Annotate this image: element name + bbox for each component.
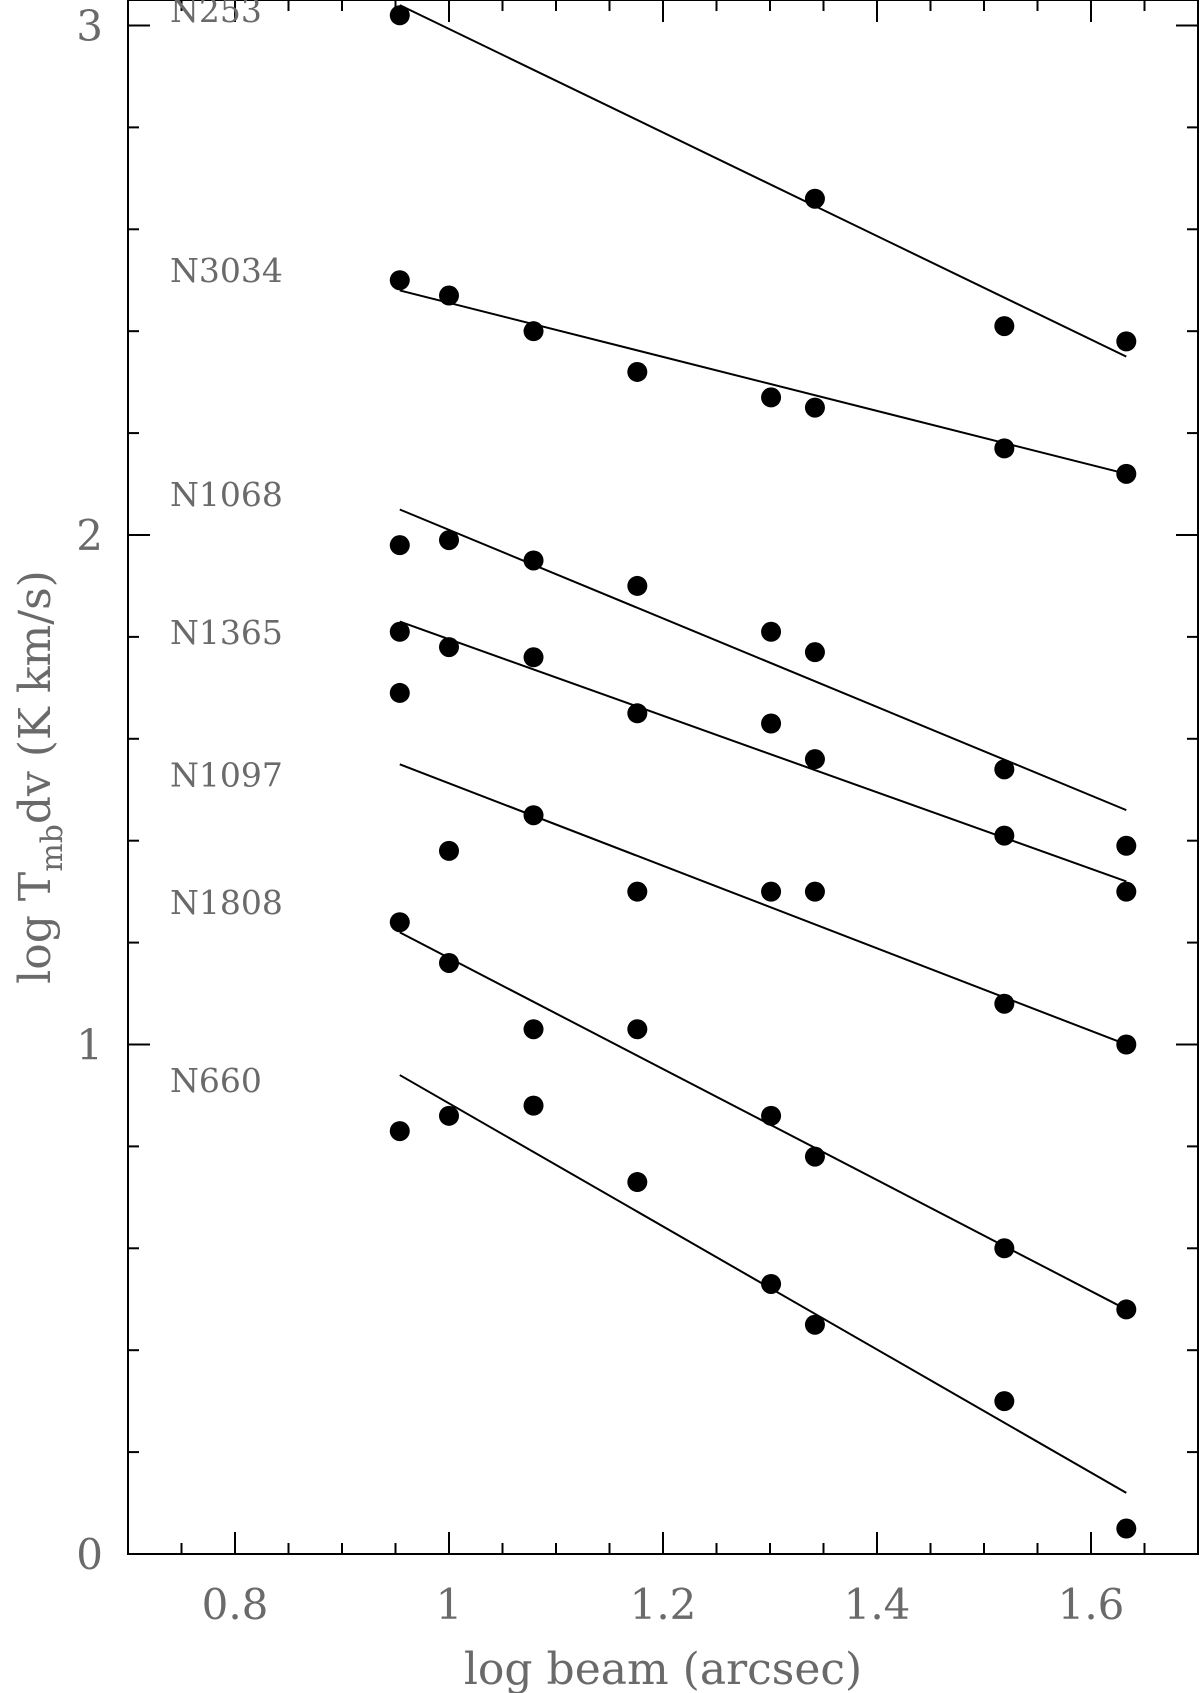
y-axis-title-sub: mb bbox=[35, 824, 70, 872]
axis-ticks bbox=[127, 0, 1199, 1555]
point-n1365 bbox=[627, 703, 648, 724]
y-axis-title: log Tmbdv (K km/s) bbox=[10, 570, 70, 984]
point-n1097 bbox=[439, 840, 459, 861]
x-tick-label: 1.4 bbox=[844, 1580, 911, 1629]
point-n1365 bbox=[439, 637, 459, 658]
point-n1365 bbox=[389, 682, 410, 703]
x-tick-label: 1.2 bbox=[630, 1580, 697, 1629]
point-n1068 bbox=[439, 530, 459, 551]
x-tick-label: 1.6 bbox=[1058, 1580, 1125, 1629]
point-n1068 bbox=[523, 550, 544, 571]
point-n253 bbox=[994, 316, 1015, 337]
series-label-n1808: N1808 bbox=[170, 883, 283, 922]
point-n1808 bbox=[1116, 1299, 1137, 1320]
point-n1068 bbox=[389, 535, 410, 556]
point-n3034 bbox=[761, 387, 782, 408]
point-n253 bbox=[389, 5, 410, 26]
y-tick-label: 1 bbox=[76, 1020, 103, 1069]
point-n660 bbox=[627, 1172, 648, 1193]
point-n1808 bbox=[804, 1146, 825, 1167]
series-label-n253: N253 bbox=[170, 0, 262, 30]
point-n1068 bbox=[1116, 835, 1137, 856]
point-n3034 bbox=[804, 397, 825, 418]
y-tick-label: 3 bbox=[76, 1, 103, 50]
point-n1097 bbox=[994, 993, 1015, 1014]
point-n253 bbox=[804, 188, 825, 209]
x-tick-label: 1 bbox=[436, 1580, 463, 1629]
point-n253 bbox=[1116, 331, 1137, 352]
y-tick-label: 0 bbox=[76, 1530, 103, 1579]
point-n1365 bbox=[804, 749, 825, 770]
point-n3034 bbox=[994, 438, 1015, 459]
point-n660 bbox=[439, 1105, 459, 1126]
y-tick-label: 2 bbox=[76, 511, 103, 560]
point-n1068 bbox=[804, 642, 825, 663]
series-label-n1097: N1097 bbox=[170, 755, 283, 794]
fit-lines bbox=[399, 4, 1127, 1494]
fit-line-n253 bbox=[399, 4, 1127, 358]
point-n1365 bbox=[761, 713, 782, 734]
fit-line-n1097 bbox=[399, 763, 1127, 1046]
point-n1808 bbox=[761, 1105, 782, 1126]
plot-frame bbox=[127, 0, 1199, 1555]
point-n1097 bbox=[804, 881, 825, 902]
point-n1365 bbox=[523, 647, 544, 668]
point-n660 bbox=[761, 1273, 782, 1294]
point-n660 bbox=[1116, 1518, 1137, 1539]
point-n3034 bbox=[627, 361, 648, 382]
point-n660 bbox=[804, 1314, 825, 1335]
data-points bbox=[389, 5, 1137, 1539]
point-n1808 bbox=[523, 1019, 544, 1040]
point-n3034 bbox=[439, 285, 459, 306]
point-n660 bbox=[523, 1095, 544, 1116]
y-axis-title-rest: dv (K km/s) bbox=[10, 570, 61, 824]
point-n660 bbox=[389, 1121, 410, 1142]
point-n1068 bbox=[627, 575, 648, 596]
y-axis-title-main: log T bbox=[10, 872, 61, 984]
point-n1808 bbox=[439, 952, 459, 973]
series-label-n1365: N1365 bbox=[170, 613, 283, 652]
series-label-n1068: N1068 bbox=[170, 475, 283, 514]
point-n1097 bbox=[523, 805, 544, 826]
series-labels: N253 N3034 N1068 N1365 N1097 N1808 N660 bbox=[170, 0, 283, 1100]
x-tick-label: 0.8 bbox=[202, 1580, 269, 1629]
point-n1808 bbox=[627, 1019, 648, 1040]
point-n1808 bbox=[994, 1238, 1015, 1259]
point-n1068 bbox=[994, 759, 1015, 780]
point-n1097 bbox=[761, 881, 782, 902]
point-n660 bbox=[994, 1391, 1015, 1412]
series-label-n3034: N3034 bbox=[170, 251, 283, 290]
x-axis-title: log beam (arcsec) bbox=[464, 1644, 862, 1693]
point-n1097 bbox=[627, 881, 648, 902]
point-n1068 bbox=[761, 621, 782, 642]
point-n1808 bbox=[389, 912, 410, 933]
series-label-n660: N660 bbox=[170, 1061, 262, 1100]
point-n1365 bbox=[389, 621, 410, 642]
point-n1097 bbox=[1116, 1034, 1137, 1055]
point-n1365 bbox=[1116, 881, 1137, 902]
point-n3034 bbox=[1116, 463, 1137, 484]
tick-labels: 0.8 1 1.2 1.4 1.6 0 1 2 3 bbox=[76, 1, 1124, 1629]
point-n3034 bbox=[389, 270, 410, 291]
fit-line-n3034 bbox=[399, 289, 1127, 475]
point-n3034 bbox=[523, 321, 544, 342]
point-n1365 bbox=[994, 825, 1015, 846]
